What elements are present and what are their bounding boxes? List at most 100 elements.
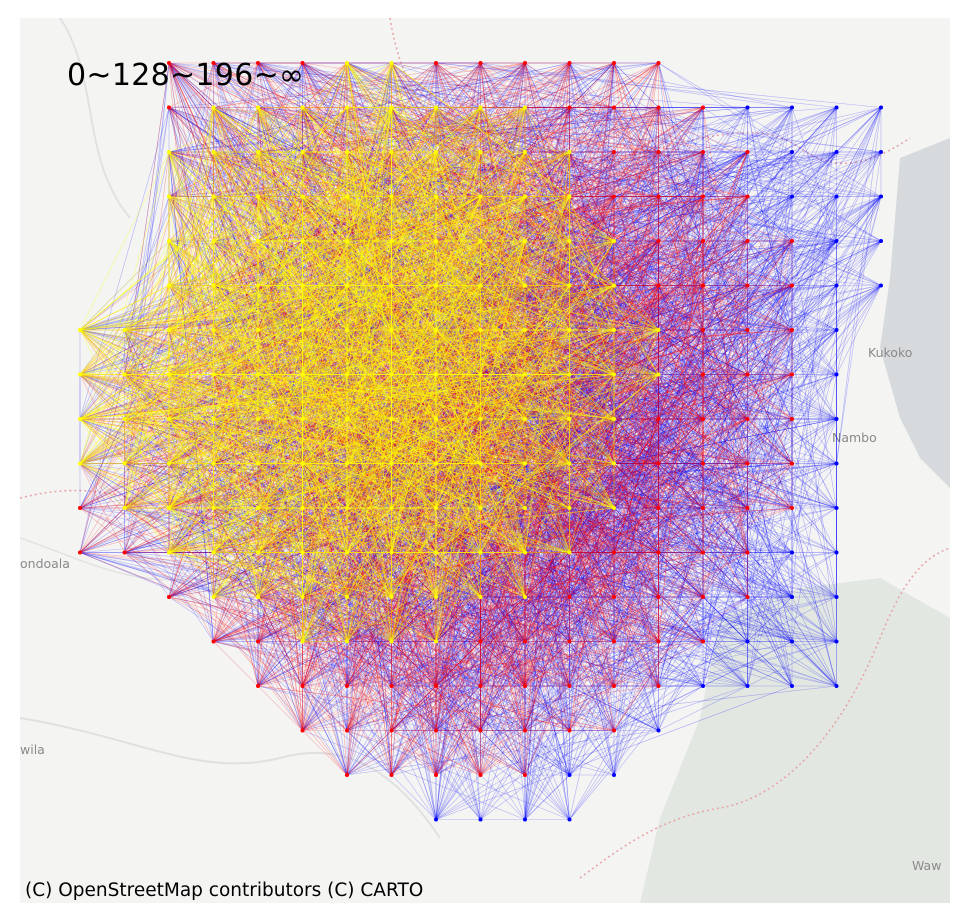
flow-edge xyxy=(435,285,793,331)
flow-edge xyxy=(702,374,793,687)
flow-edge xyxy=(524,463,659,509)
flow-edge xyxy=(302,552,748,598)
flow-edge xyxy=(524,730,659,776)
flow-edge xyxy=(524,285,570,420)
flow-edge xyxy=(613,285,748,331)
flow-edge xyxy=(124,507,259,553)
flow-edge xyxy=(435,418,704,553)
flow-edge xyxy=(124,507,214,642)
flow-edge xyxy=(569,151,704,642)
flow-edge xyxy=(168,329,392,553)
flow-edge xyxy=(480,62,526,464)
flow-edge xyxy=(168,62,748,642)
flow-edge xyxy=(302,596,526,731)
flow-edge xyxy=(480,196,793,598)
flow-edge xyxy=(302,151,348,420)
flow-edge xyxy=(302,107,615,731)
flow-edge xyxy=(791,374,837,642)
flow-edge xyxy=(302,418,481,464)
flow-edge xyxy=(391,507,704,642)
flow-edge xyxy=(346,196,481,286)
flow-edge xyxy=(168,463,214,509)
flow-edge xyxy=(168,151,214,197)
flow-edge xyxy=(124,463,170,509)
flow-edge xyxy=(168,151,214,420)
flow-edge xyxy=(302,463,704,509)
flow-edge xyxy=(257,507,659,553)
flow-edge xyxy=(302,196,793,598)
flow-edge xyxy=(168,240,570,420)
map-view[interactable]: Kukoko Nambo ondoala wila Waw 0~128~196~… xyxy=(20,18,950,903)
flow-edge xyxy=(435,329,526,731)
flow-edge xyxy=(391,329,837,731)
flow-edge xyxy=(257,374,570,420)
flow-edge xyxy=(168,62,392,420)
flow-edge xyxy=(168,62,837,375)
flow-edge xyxy=(124,62,526,420)
flow-edge xyxy=(480,418,526,553)
flow-edge xyxy=(213,418,659,642)
flow-edge xyxy=(124,374,303,509)
flow-edge xyxy=(346,285,570,553)
place-label: wila xyxy=(20,742,45,757)
flow-edge xyxy=(79,329,348,375)
flow-edge xyxy=(391,285,837,331)
flow-edge xyxy=(702,151,793,286)
flow-edge xyxy=(346,62,481,687)
flow-edge xyxy=(613,151,748,553)
flow-edge xyxy=(747,596,793,642)
flow-edge xyxy=(124,151,704,420)
flow-edge xyxy=(524,596,837,687)
flow-edge xyxy=(480,507,748,642)
flow-edge xyxy=(613,151,704,642)
flow-edge xyxy=(124,507,837,642)
flow-edge xyxy=(168,107,481,331)
flow-edge xyxy=(168,196,659,375)
flow-edge xyxy=(346,62,615,197)
flow-edge xyxy=(168,463,392,553)
flow-edge xyxy=(213,62,437,375)
flow-edge xyxy=(702,507,793,642)
flow-edge xyxy=(524,685,615,731)
flow-edge xyxy=(124,196,659,420)
flow-edge xyxy=(168,463,615,509)
flow-edge xyxy=(480,596,615,731)
flow-edge xyxy=(524,374,570,420)
admin-boundary xyxy=(579,547,950,879)
flow-edge xyxy=(213,329,793,598)
flow-edge xyxy=(613,285,748,331)
flow-edge xyxy=(524,196,615,776)
flow-edge xyxy=(213,62,748,197)
flow-edge xyxy=(480,151,882,197)
flow-edge xyxy=(213,374,392,776)
flow-edge xyxy=(124,285,526,331)
flow-edge xyxy=(658,329,793,509)
flow-edge xyxy=(124,418,793,553)
flow-edge xyxy=(524,151,615,642)
flow-edge xyxy=(168,62,526,553)
flow-edge xyxy=(346,196,748,598)
flow-edge xyxy=(213,507,481,642)
flow-edge xyxy=(302,196,570,331)
flow-edge xyxy=(257,62,481,286)
flow-edge xyxy=(435,507,659,553)
flow-edge xyxy=(480,62,748,553)
flow-edge xyxy=(435,463,526,509)
flow-edge xyxy=(435,107,837,375)
flow-edge xyxy=(346,240,659,642)
flow-edge xyxy=(168,463,303,509)
flow-edge xyxy=(524,374,615,776)
flow-edge xyxy=(79,196,704,331)
flow-edge xyxy=(524,196,748,820)
flow-edge xyxy=(391,374,837,509)
flow-edge xyxy=(613,240,837,642)
flow-edge xyxy=(391,196,570,331)
flow-edge xyxy=(346,62,748,197)
lake-water-lower xyxy=(640,578,950,903)
flow-edge xyxy=(257,62,303,420)
flow-edge xyxy=(124,552,526,731)
flow-edge xyxy=(391,285,481,420)
flow-edge xyxy=(346,285,793,420)
flow-edge xyxy=(524,596,570,731)
flow-edge xyxy=(524,552,748,687)
